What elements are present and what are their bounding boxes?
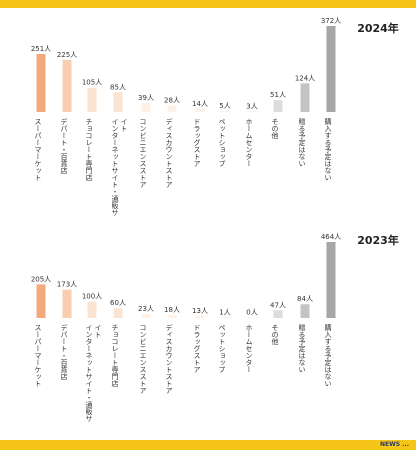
- category-label-1-8: ホームセンター: [245, 324, 253, 373]
- bar-1-10: [300, 304, 310, 318]
- value-label-1-9: 47人: [270, 301, 286, 309]
- category-label-1-3: チョコレート専門店: [111, 324, 119, 388]
- value-label-0-6: 14人: [192, 100, 208, 108]
- bottom-yellow-band: [0, 440, 416, 450]
- category-label-0-9: その他: [271, 118, 279, 140]
- value-label-1-11: 464人: [321, 233, 341, 241]
- value-label-1-3: 60人: [110, 299, 126, 307]
- value-label-0-11: 372人: [321, 17, 341, 25]
- category-label-0-6: ドラッグストア: [193, 118, 201, 167]
- value-label-1-2: 100人: [82, 293, 102, 301]
- bar-0-1: [62, 59, 72, 112]
- category-label-1-2: インターネットサイト・通販サ: [85, 324, 93, 422]
- value-label-1-10: 84人: [297, 295, 313, 303]
- bar-0-11: [326, 26, 336, 112]
- value-label-1-6: 13人: [192, 307, 208, 315]
- bar-1-2: [87, 301, 97, 318]
- bar-1-3: [113, 308, 123, 318]
- value-label-1-7: 1人: [219, 308, 230, 316]
- chart-title-0: 2024年: [357, 21, 399, 35]
- bar-0-8: [247, 111, 257, 112]
- bar-1-11: [326, 242, 336, 318]
- brand-logo: NEWS ...: [380, 441, 409, 448]
- value-label-1-4: 23人: [138, 305, 154, 313]
- category-label-1-7: ペットショップ: [218, 324, 226, 373]
- bar-0-4: [141, 102, 151, 112]
- top-yellow-band: [0, 0, 416, 8]
- value-label-0-3: 85人: [110, 83, 126, 91]
- value-label-1-1: 173人: [57, 281, 77, 289]
- value-label-0-1: 225人: [57, 51, 77, 59]
- category-label-1-1: デパート・百貨店: [60, 323, 68, 381]
- bar-0-9: [273, 100, 283, 112]
- category-label-0-3-b: イト: [120, 118, 128, 132]
- value-label-1-8: 0人: [246, 308, 257, 316]
- value-label-1-0: 205人: [31, 275, 51, 283]
- category-label-0-0: スーパーマーケット: [34, 118, 42, 181]
- bar-1-1: [62, 289, 72, 318]
- bar-1-4: [141, 314, 151, 318]
- category-label-0-7: ペットショップ: [218, 118, 226, 167]
- category-label-0-10: 贈る予定はない: [298, 117, 306, 167]
- category-label-1-11: 購入する予定はない: [324, 323, 332, 387]
- bar-0-6: [195, 108, 205, 112]
- value-label-0-4: 39人: [138, 94, 154, 102]
- category-label-1-2-b: イト: [94, 324, 102, 338]
- value-label-1-5: 18人: [164, 306, 180, 314]
- category-label-0-11: 購入する予定はない: [324, 117, 332, 181]
- bar-1-7: [220, 317, 230, 318]
- bar-1-0: [36, 284, 46, 318]
- chart-title-1: 2023年: [357, 233, 399, 247]
- value-label-0-9: 51人: [270, 91, 286, 99]
- value-label-0-8: 3人: [246, 102, 257, 110]
- bar-1-5: [167, 315, 177, 318]
- category-label-0-4: コンビニエンスストア: [139, 118, 147, 188]
- category-label-0-3: インターネットサイト・通販サ: [111, 118, 119, 216]
- value-label-0-10: 124人: [295, 74, 315, 82]
- bar-1-9: [273, 310, 283, 318]
- bar-0-0: [36, 53, 46, 112]
- category-label-1-6: ドラッグストア: [193, 324, 201, 373]
- value-label-0-5: 28人: [164, 97, 180, 105]
- category-label-0-5: ディスカウントストア: [165, 117, 173, 188]
- category-label-1-10: 贈る予定はない: [298, 323, 306, 373]
- category-label-1-9: その他: [271, 324, 279, 346]
- value-label-0-2: 105人: [82, 79, 102, 87]
- bar-1-8: [247, 317, 257, 318]
- bar-0-3: [113, 92, 123, 112]
- bar-0-7: [220, 110, 230, 112]
- category-label-1-4: コンビニエンスストア: [139, 324, 147, 394]
- bar-1-6: [195, 315, 205, 318]
- value-label-0-7: 5人: [219, 102, 230, 110]
- bar-0-5: [167, 105, 177, 112]
- category-label-0-1: デパート・百貨店: [60, 117, 68, 175]
- category-label-0-8: ホームセンター: [245, 118, 253, 167]
- category-label-1-5: ディスカウントストア: [165, 323, 173, 394]
- value-label-0-0: 251人: [31, 45, 51, 53]
- bar-0-2: [87, 87, 97, 112]
- bar-0-10: [300, 83, 310, 112]
- category-label-1-0: スーパーマーケット: [34, 324, 42, 387]
- category-label-0-2: チョコレート専門店: [85, 118, 93, 182]
